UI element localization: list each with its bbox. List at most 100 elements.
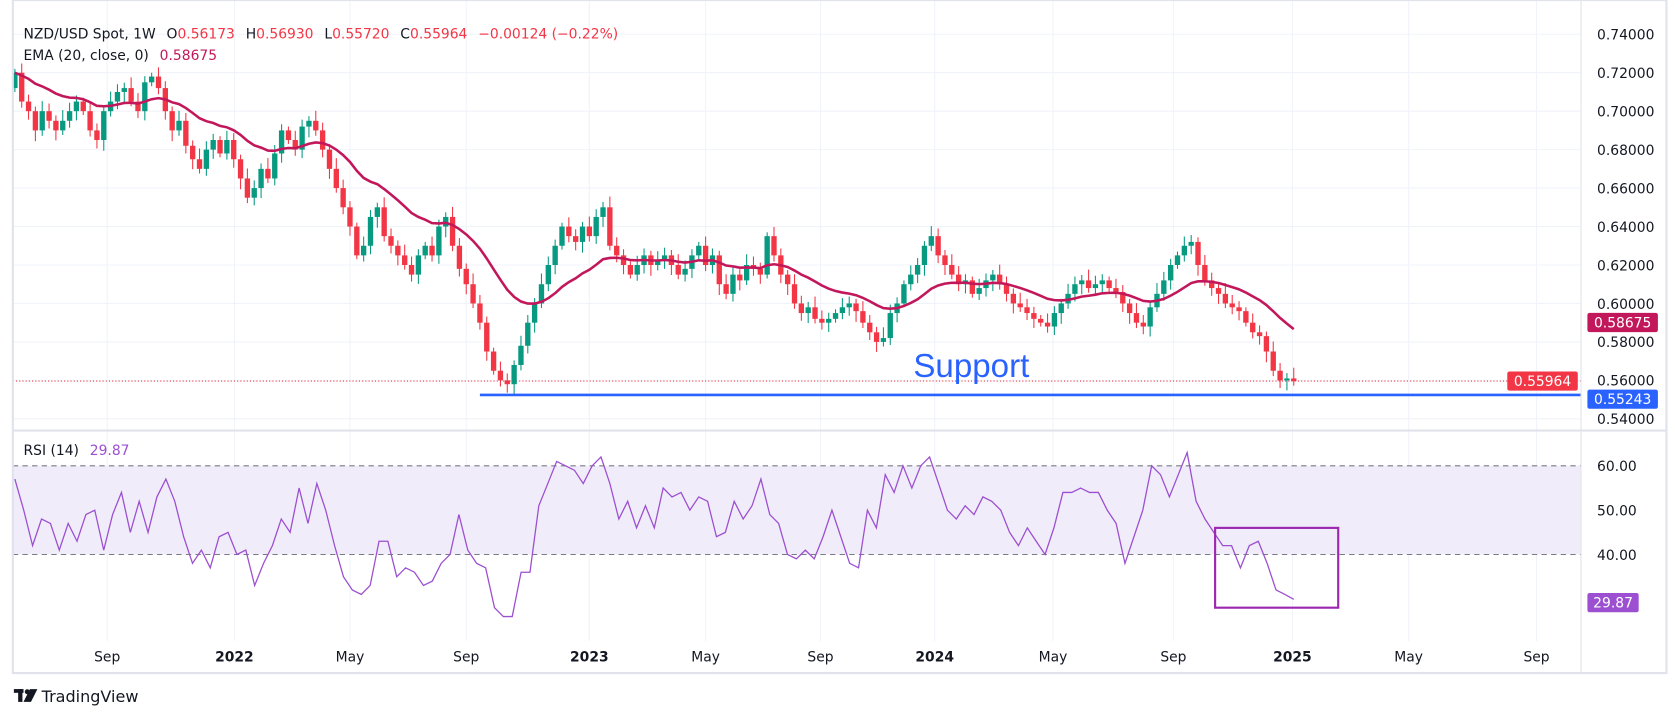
candle-body	[39, 111, 45, 131]
candle	[429, 236, 435, 262]
price-axis[interactable]: 0.74000 0.72000 0.70000 0.68000 0.66000 0.640…	[1597, 28, 1654, 429]
candle-body	[1031, 313, 1037, 319]
candle-body	[196, 159, 203, 169]
candle-body	[299, 126, 305, 150]
candle-body	[101, 111, 107, 141]
rsi-axis[interactable]: 60.00 50.00 40.00	[1597, 459, 1637, 564]
candle	[620, 249, 627, 275]
candle	[94, 123, 100, 149]
tradingview-logo[interactable]: TradingView	[13, 687, 139, 706]
candle-body	[360, 245, 367, 256]
close-label: C	[400, 27, 410, 43]
candle	[757, 262, 763, 284]
candle	[367, 210, 374, 255]
candle-body	[1250, 322, 1256, 333]
candle	[1161, 271, 1167, 301]
candle-body	[367, 216, 374, 246]
candle-body	[306, 120, 312, 127]
candle-body	[867, 322, 873, 333]
candle-body	[374, 207, 381, 217]
candle-body	[908, 274, 914, 285]
candle-body	[1106, 280, 1112, 289]
candle	[921, 241, 928, 276]
candle-body	[1038, 318, 1044, 323]
candle	[586, 216, 593, 242]
candle-body	[942, 255, 948, 265]
candle-body	[743, 264, 750, 281]
candle	[853, 298, 859, 322]
candle	[1167, 258, 1174, 290]
candle-body	[935, 236, 941, 256]
candle	[333, 158, 339, 193]
candle	[1106, 276, 1112, 292]
candle-body	[1195, 241, 1201, 265]
candle	[559, 222, 565, 250]
candle-body	[887, 313, 893, 339]
candle	[593, 209, 599, 244]
candle	[360, 236, 367, 262]
candle-body	[1044, 322, 1051, 327]
candle	[285, 126, 292, 144]
candle	[1181, 236, 1188, 262]
candle	[1222, 283, 1229, 309]
candle-body	[846, 303, 852, 308]
low-label: L	[324, 27, 332, 43]
ema-value: 0.58675	[160, 48, 217, 64]
candle	[319, 122, 326, 158]
rsi-tick-label: 40.00	[1597, 548, 1637, 564]
tradingview-logo-icon	[13, 689, 38, 702]
last-price-label: 0.55964	[1507, 371, 1578, 391]
candle	[422, 241, 428, 260]
candle-body	[620, 255, 627, 265]
time-axis[interactable]: Sep 2022 May Sep 2023 May Sep 2024 May Sep 2025 May…	[94, 649, 1550, 665]
candle	[1092, 275, 1099, 295]
candle	[463, 263, 469, 295]
candle-body	[326, 149, 333, 169]
candle	[785, 269, 791, 295]
candle-body	[518, 345, 524, 365]
candle-body	[614, 245, 620, 256]
candle	[908, 265, 914, 291]
candle-body	[449, 216, 456, 246]
candle-body	[251, 188, 257, 198]
rsi-value-label: 29.87	[1587, 592, 1639, 613]
candle	[1263, 331, 1270, 363]
candle-body	[477, 303, 483, 323]
candle-body	[1174, 255, 1181, 265]
candle-body	[1003, 284, 1010, 294]
tradingview-logo-text: TradingView	[41, 687, 139, 706]
candle	[224, 130, 230, 160]
candle-body	[832, 313, 839, 319]
candle-body	[121, 88, 127, 92]
candle-body	[497, 370, 504, 381]
candle-body	[771, 236, 777, 256]
candle	[155, 67, 162, 95]
candle-body	[135, 101, 141, 112]
candle	[1126, 298, 1133, 324]
candle	[1236, 301, 1242, 321]
candle-body	[1024, 307, 1030, 314]
candle	[518, 335, 524, 371]
candle	[764, 232, 770, 279]
candle-body	[381, 207, 387, 237]
candle	[46, 103, 52, 129]
candle-body	[333, 168, 339, 189]
candle-body	[1291, 378, 1297, 382]
time-tick-label: 2023	[570, 649, 609, 665]
candle-body	[873, 332, 880, 342]
candle-body	[340, 188, 346, 208]
ema-line	[14, 71, 1295, 331]
candle	[408, 256, 415, 282]
candle	[388, 228, 394, 254]
candle	[771, 226, 777, 262]
candle-body	[408, 264, 415, 275]
rsi-label: RSI (14)	[24, 443, 79, 459]
price-tick-label: 0.70000	[1597, 105, 1654, 121]
time-tick-label: Sep	[453, 649, 479, 665]
candle	[265, 158, 271, 184]
time-tick-label: May	[1039, 649, 1068, 665]
candle-body	[80, 101, 86, 112]
candle-body	[183, 120, 189, 146]
candle-body	[1284, 378, 1290, 381]
